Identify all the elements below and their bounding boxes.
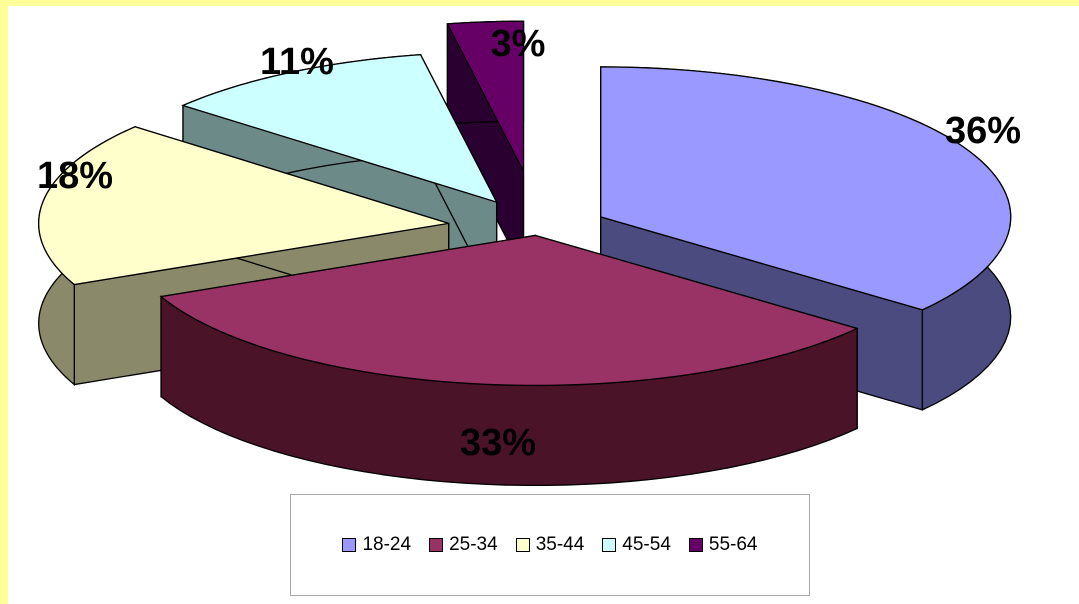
legend-item-35-44: 35-44 [515,534,585,556]
legend-label: 25-34 [449,534,498,555]
data-label-18-24: 36% [945,110,1021,152]
data-label-25-34: 33% [460,422,536,464]
pie-chart: 36% 33% 18% 11% 3% [37,20,1021,487]
legend-swatch [342,538,357,552]
legend-label: 45-54 [622,534,671,555]
chart-legend: 18-24 25-34 35-44 45-54 55-64 [290,494,810,596]
data-label-35-44: 18% [37,155,113,197]
legend-item-25-34: 25-34 [429,534,498,556]
pie-slice-25-34 [159,234,860,387]
pie-slice-35-44 [38,126,449,286]
legend-item-55-64: 55-64 [688,534,758,556]
legend-item-45-54: 45-54 [602,534,671,556]
legend-swatch [429,538,444,552]
data-label-55-64: 3% [491,23,546,65]
legend-label: 55-64 [708,534,758,555]
pie-data-labels: 36% 33% 18% 11% 3% [37,23,1021,464]
chart-frame: 36% 33% 18% 11% 3% 18-24 25-34 35-44 45-54 55-64 [8,6,1079,604]
pie-slice-18-24 [600,66,1012,311]
pie-top-faces [38,20,1012,387]
pie-slice-45-54 [181,54,498,204]
data-label-45-54: 11% [260,41,334,83]
legend-label: 35-44 [535,534,585,555]
pie-slice-55-64 [446,20,525,172]
legend-swatch [515,538,530,552]
legend-label: 18-24 [362,534,412,555]
legend-swatch [602,538,617,552]
legend-swatch [688,538,703,552]
legend-item-18-24: 18-24 [342,534,411,556]
